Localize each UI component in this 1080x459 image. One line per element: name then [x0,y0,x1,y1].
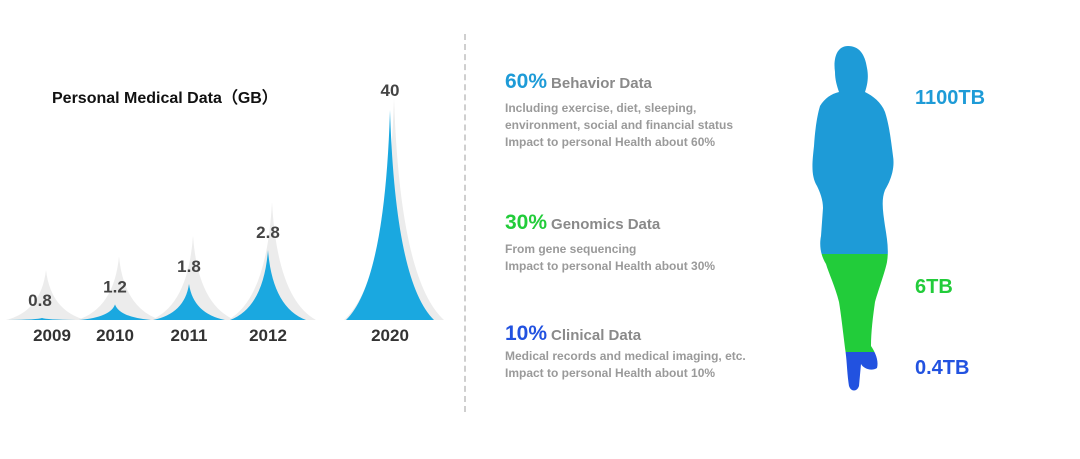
year-label: 2012 [249,326,287,345]
clinical-percent: 10% [505,322,548,345]
behavior-desc-line: environment, social and financial status [505,118,734,132]
person-silhouette-icon [812,46,894,391]
value-label: 2.8 [256,223,280,242]
genomics-percent: 30% [505,211,548,234]
chart-title: Personal Medical Data（GB） [52,90,278,107]
genomics-desc-line: From gene sequencing [505,242,637,256]
clinical-desc-line: Medical records and medical imaging, etc… [505,349,746,363]
value-label: 0.8 [28,291,52,310]
spike-bar-2009 [8,318,76,320]
spike-shadow [151,236,235,320]
behavior-size-label: 1100TB [915,87,986,109]
behavior-desc-line: Impact to personal Health about 60% [505,135,716,149]
clinical-desc-line: Impact to personal Health about 10% [505,366,716,380]
year-label: 2020 [371,326,409,345]
spike-chart: 0.8 2009 1.2 2010 1.8 2011 2.8 2012 40 2020 [6,81,444,345]
behavior-name: Behavior Data [551,75,652,92]
behavior-desc-line: Including exercise, diet, sleeping, [505,101,697,115]
spike-shadow [77,256,161,320]
spike-shadow [228,202,316,320]
spike-bar-2012 [230,250,306,320]
genomics-size-label: 6TB [915,276,953,298]
year-label: 2010 [96,326,134,345]
genomics-data-block: 30% Genomics Data From gene sequencing Im… [505,211,715,275]
value-label: 1.8 [177,257,201,276]
spike-bar-2020 [346,110,434,320]
clinical-size-label: 0.4TB [915,357,970,379]
behavior-percent: 60% [505,70,548,93]
clinical-data-block: 10% Clinical Data Medical records and med… [505,322,746,382]
genomics-desc-line: Impact to personal Health about 30% [505,259,716,273]
value-label: 40 [381,81,400,100]
clinical-name: Clinical Data [551,327,642,344]
year-label: 2009 [33,326,71,345]
genomics-name: Genomics Data [551,216,661,233]
spike-bar-2010 [79,304,151,320]
value-label: 1.2 [103,277,127,296]
year-label: 2011 [171,326,208,345]
behavior-data-block: 60% Behavior Data Including exercise, die… [505,70,733,151]
spike-bar-2011 [153,284,225,320]
spike-shadow [6,270,86,320]
section-divider [464,34,466,412]
